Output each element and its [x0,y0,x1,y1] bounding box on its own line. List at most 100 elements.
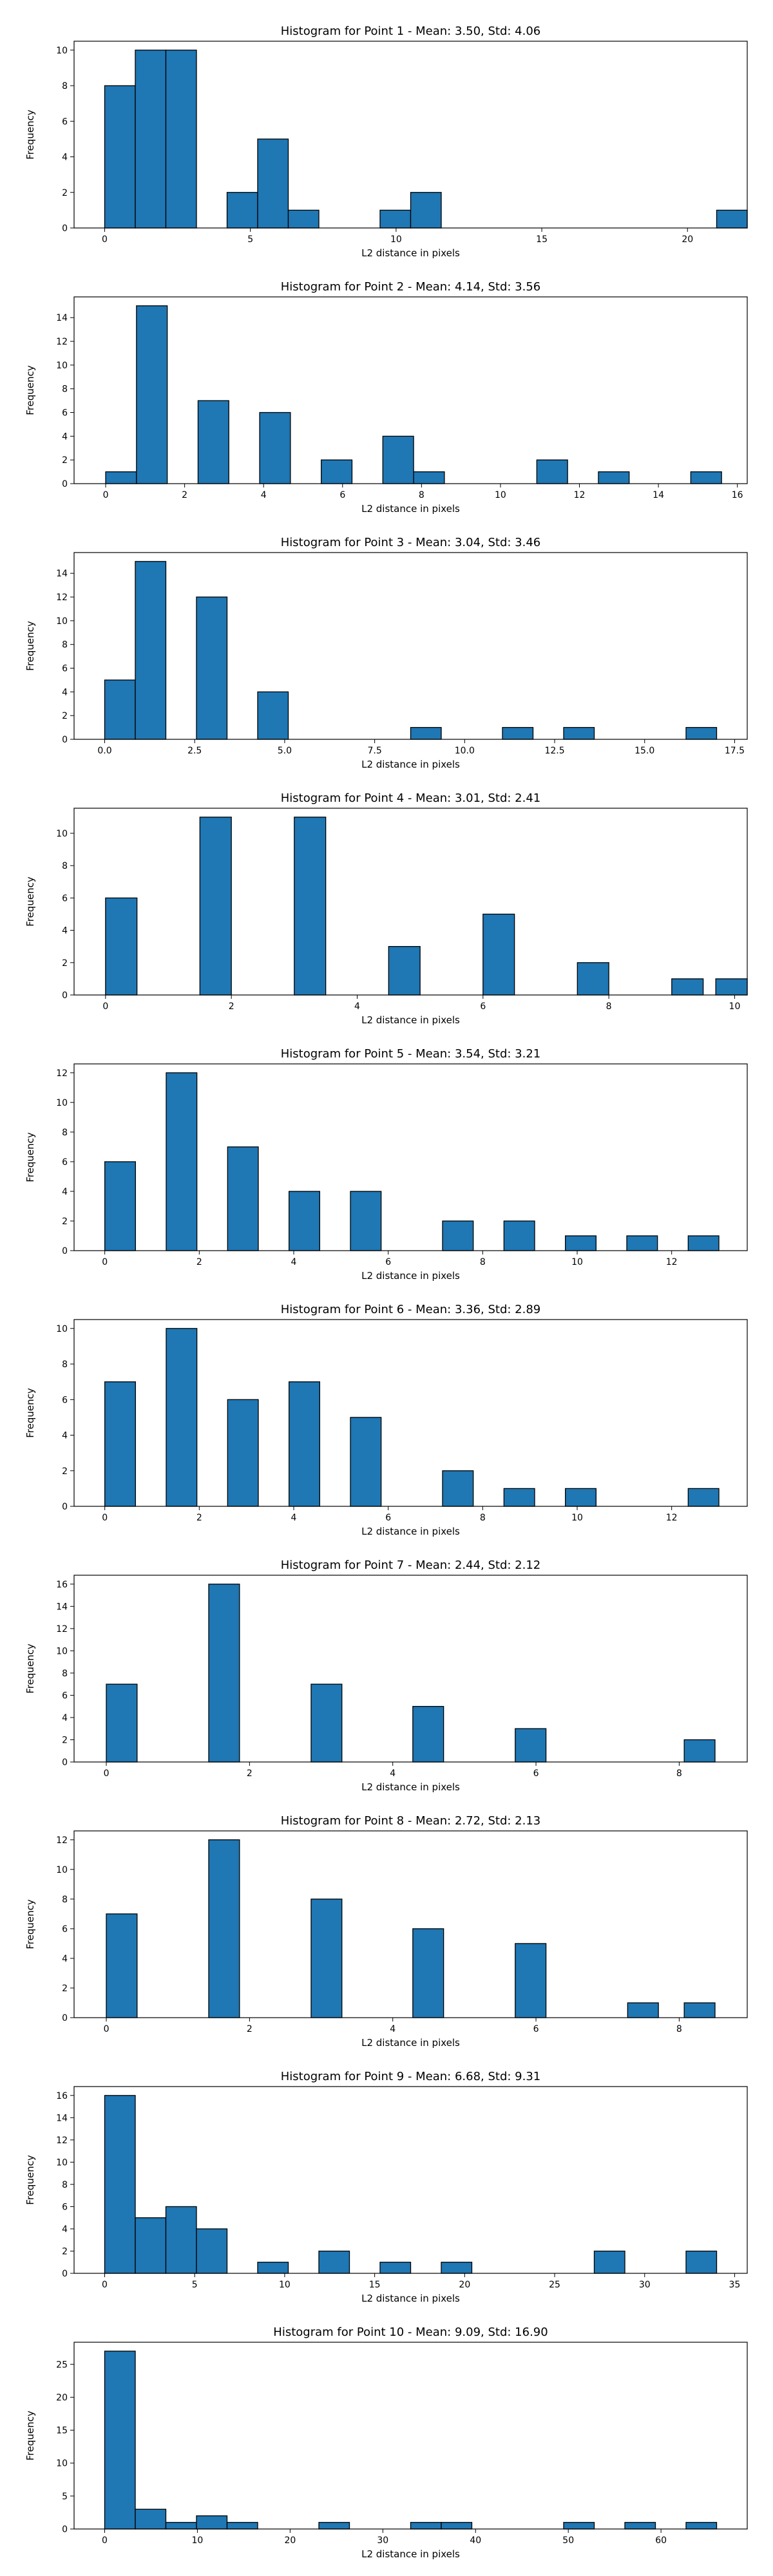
histogram-bar [503,1220,535,1251]
histogram-bar [410,726,442,740]
x-tick-label: 2 [182,490,187,500]
x-tick-label: 6 [480,1001,486,1012]
x-axis-label: L2 distance in pixels [361,2037,460,2049]
x-tick-label: 6 [533,2024,539,2034]
chart-panel: Histogram for Point 1 - Mean: 3.50, Std:… [24,24,748,259]
histogram-bar [410,2522,442,2530]
x-tick-label: 0 [102,2280,108,2290]
histogram-bar [135,2508,167,2530]
chart-title: Histogram for Point 5 - Mean: 3.54, Std:… [281,1047,541,1061]
x-tick-label: 17.5 [725,746,745,756]
histogram-bar [412,1706,444,1763]
x-axis-label: L2 distance in pixels [361,503,460,515]
y-tick-label: 6 [62,2202,68,2212]
y-tick-label: 2 [62,2246,68,2257]
y-tick-label: 2 [62,1735,68,1745]
histogram-bar [627,2002,659,2018]
x-tick-label: 30 [639,2280,651,2290]
y-tick-label: 25 [56,2360,68,2370]
histogram-bar [136,305,168,484]
plot-frame [73,1830,748,2018]
histogram-bar [289,1381,320,1507]
plot-frame [73,1063,748,1251]
y-tick-label: 10 [56,2459,68,2469]
x-tick-label: 8 [676,2024,682,2034]
histogram-bar [226,192,258,229]
y-tick-label: 8 [62,1669,68,1679]
x-tick-label: 8 [676,1768,682,1779]
histogram-bar [690,471,722,484]
y-tick-label: 4 [62,1954,68,1964]
chart-title: Histogram for Point 9 - Mean: 6.68, Std:… [281,2070,541,2083]
x-tick-label: 10.0 [455,746,475,756]
histogram-bar [166,1072,198,1251]
histogram-bar [388,946,421,996]
histogram-bar [197,400,229,484]
y-tick-label: 12 [56,337,68,347]
x-tick-label: 6 [385,1513,391,1523]
y-tick-label: 10 [56,829,68,839]
histogram-bar [196,2515,228,2530]
chart-title: Histogram for Point 6 - Mean: 3.36, Std:… [281,1303,541,1316]
histogram-bar [350,1417,382,1507]
histogram-bar [382,435,414,484]
y-tick-label: 10 [56,361,68,371]
histogram-bar [441,2262,473,2274]
y-tick-label: 8 [62,1895,68,1905]
histogram-bar [227,1399,259,1507]
histogram-bar [199,817,232,996]
y-tick-label: 12 [56,2136,68,2146]
y-tick-label: 8 [62,81,68,91]
x-axis-label: L2 distance in pixels [361,1526,460,1537]
y-tick-label: 4 [62,1713,68,1723]
histogram-bar [196,596,228,740]
y-axis-label: Frequency [24,1132,36,1182]
y-tick-label: 4 [62,926,68,936]
histogram-bar [104,1381,136,1507]
histogram-bar [515,1728,547,1763]
x-axis-label: L2 distance in pixels [361,247,460,259]
x-tick-label: 8 [480,1257,486,1267]
x-tick-label: 12.5 [544,746,564,756]
histogram-bar [106,1913,138,2018]
y-tick-label: 6 [62,1157,68,1168]
y-tick-label: 6 [62,1690,68,1701]
x-tick-label: 4 [291,1257,297,1267]
x-tick-label: 12 [666,1257,678,1267]
x-tick-label: 14 [653,490,664,500]
y-axis-label: Frequency [24,876,36,927]
histogram-bar [685,2250,718,2274]
histogram-bar [683,1739,716,1763]
histogram-bar [624,2522,656,2530]
x-tick-label: 5 [247,234,253,245]
chart-panel: Histogram for Point 6 - Mean: 3.36, Std:… [24,1303,748,1537]
x-tick-label: 8 [606,1001,612,1012]
chart-title: Histogram for Point 10 - Mean: 9.09, Std… [273,2325,548,2339]
x-tick-label: 6 [385,1257,391,1267]
y-tick-label: 6 [62,664,68,674]
plot-frame [73,296,748,484]
histogram-bar [310,1899,343,2018]
y-tick-label: 14 [56,2113,68,2123]
y-tick-label: 14 [56,313,68,323]
plot-frame [73,808,748,996]
histogram-bar [165,2206,197,2274]
y-tick-label: 0 [62,2013,68,2023]
x-tick-label: 4 [390,1768,396,1779]
x-tick-label: 60 [655,2535,667,2546]
x-tick-label: 5.0 [278,746,292,756]
histogram-bar [257,138,289,229]
x-tick-label: 12 [574,490,586,500]
y-tick-label: 8 [62,1128,68,1138]
histogram-bar [104,1161,136,1251]
y-tick-label: 8 [62,1359,68,1370]
histogram-bar [671,978,704,996]
chart-title: Histogram for Point 8 - Mean: 2.72, Std:… [281,1814,541,1828]
x-tick-label: 12 [666,1513,678,1523]
y-tick-label: 8 [62,640,68,650]
histogram-bar [442,1220,474,1251]
x-tick-label: 15.0 [635,746,654,756]
histogram-bar [208,1584,240,1763]
y-axis-label: Frequency [24,2155,36,2205]
y-tick-label: 10 [56,1324,68,1334]
